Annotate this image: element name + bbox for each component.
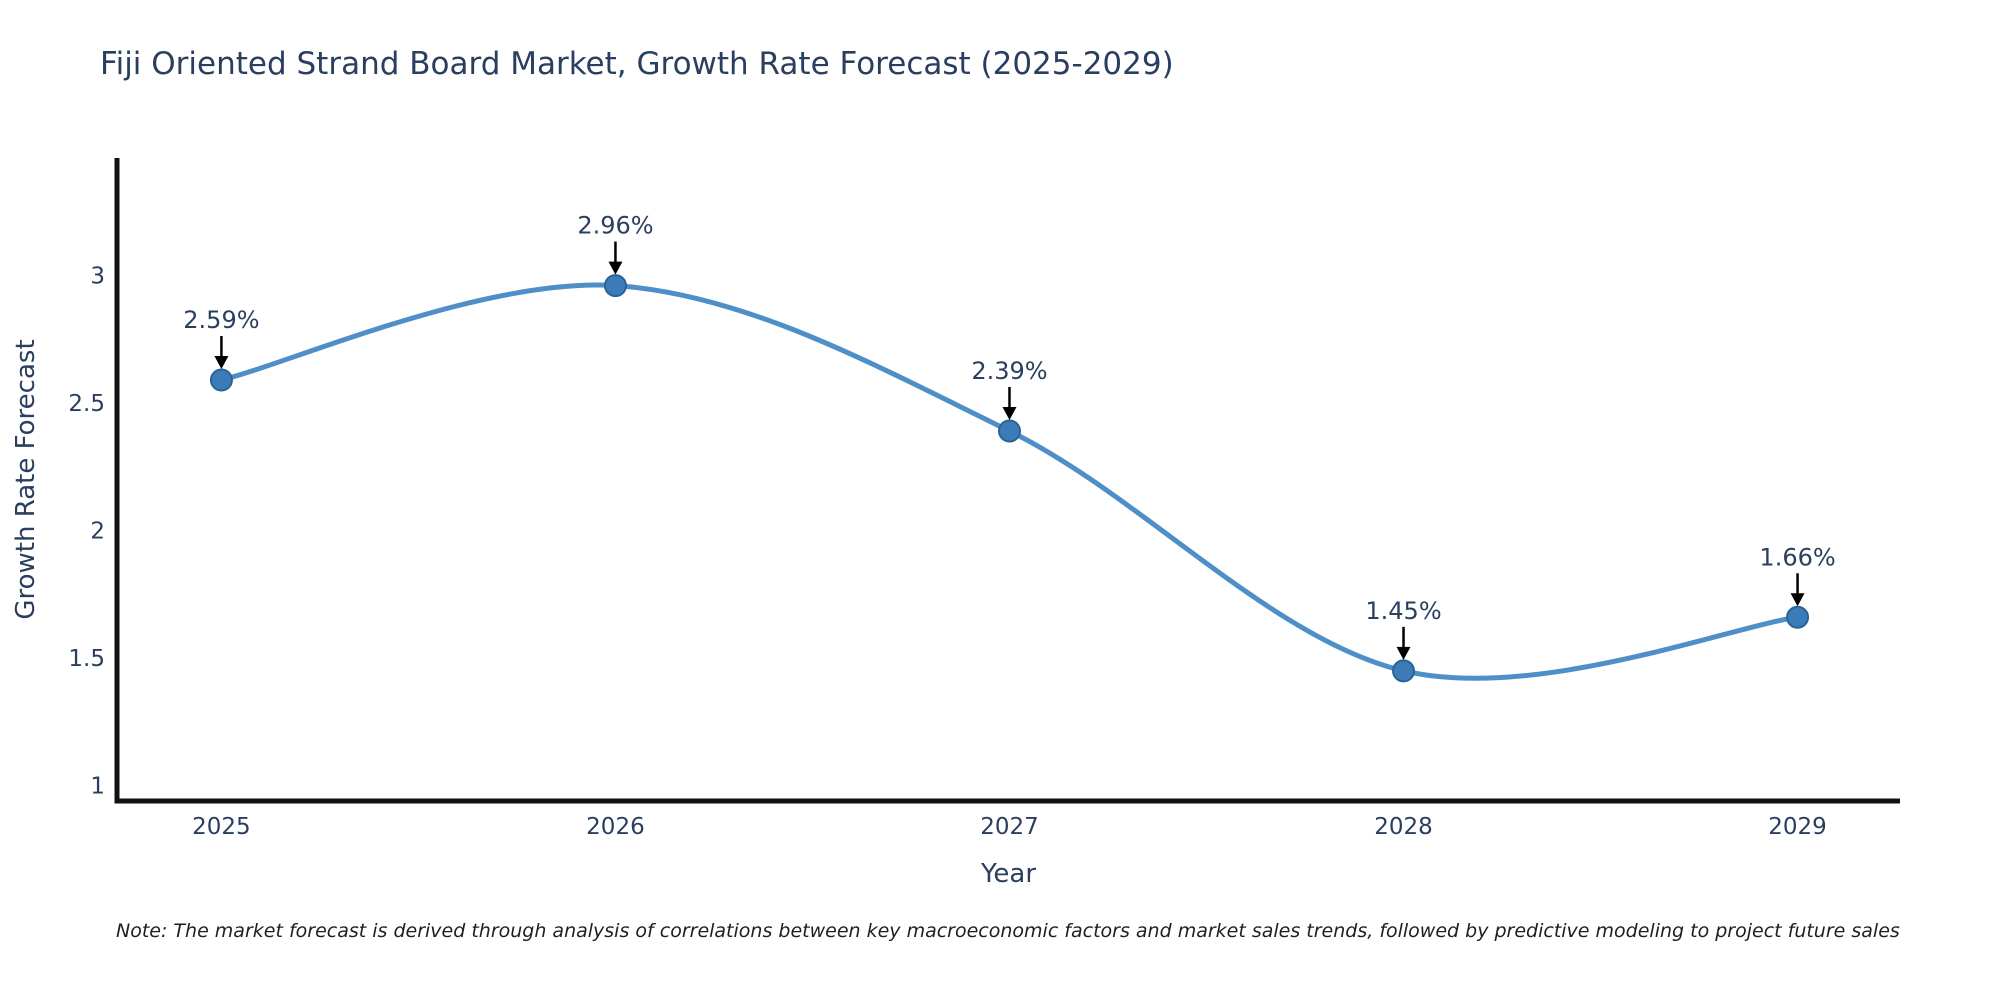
x-axis-title: Year (980, 859, 1036, 889)
data-point-marker (603, 274, 627, 298)
x-tick-label: 2026 (586, 814, 645, 840)
y-axis-title: Growth Rate Forecast (11, 339, 41, 619)
y-tick-label: 1 (90, 774, 105, 800)
forecast-line (218, 282, 1801, 681)
data-point-marker (1786, 605, 1810, 629)
point-label: 1.66% (1759, 543, 1835, 571)
y-tick-label: 3 (90, 263, 105, 289)
annotation-arrowhead (1396, 646, 1411, 660)
data-point-marker (997, 419, 1021, 443)
x-tick-label: 2027 (980, 814, 1039, 840)
x-tick-label: 2025 (192, 814, 251, 840)
y-tick-label: 2 (90, 519, 105, 545)
data-point-marker (1392, 659, 1416, 683)
footnote: Note: The market forecast is derived thr… (116, 920, 1900, 942)
annotation-arrowhead (608, 261, 623, 275)
point-label: 2.59% (183, 306, 259, 334)
annotation-arrowhead (214, 355, 229, 369)
x-tick-label: 2029 (1768, 814, 1827, 840)
y-tick-label: 2.5 (68, 391, 105, 417)
point-label: 2.96% (577, 212, 653, 240)
point-label: 2.39% (971, 357, 1047, 385)
x-tick-label: 2028 (1374, 814, 1433, 840)
annotation-arrowhead (1002, 407, 1017, 421)
annotation-arrowhead (1790, 593, 1805, 607)
y-tick-label: 1.5 (68, 646, 105, 672)
point-label: 1.45% (1365, 597, 1441, 625)
data-point-marker (209, 368, 233, 392)
chart-title: Fiji Oriented Strand Board Market, Growt… (100, 46, 1174, 82)
